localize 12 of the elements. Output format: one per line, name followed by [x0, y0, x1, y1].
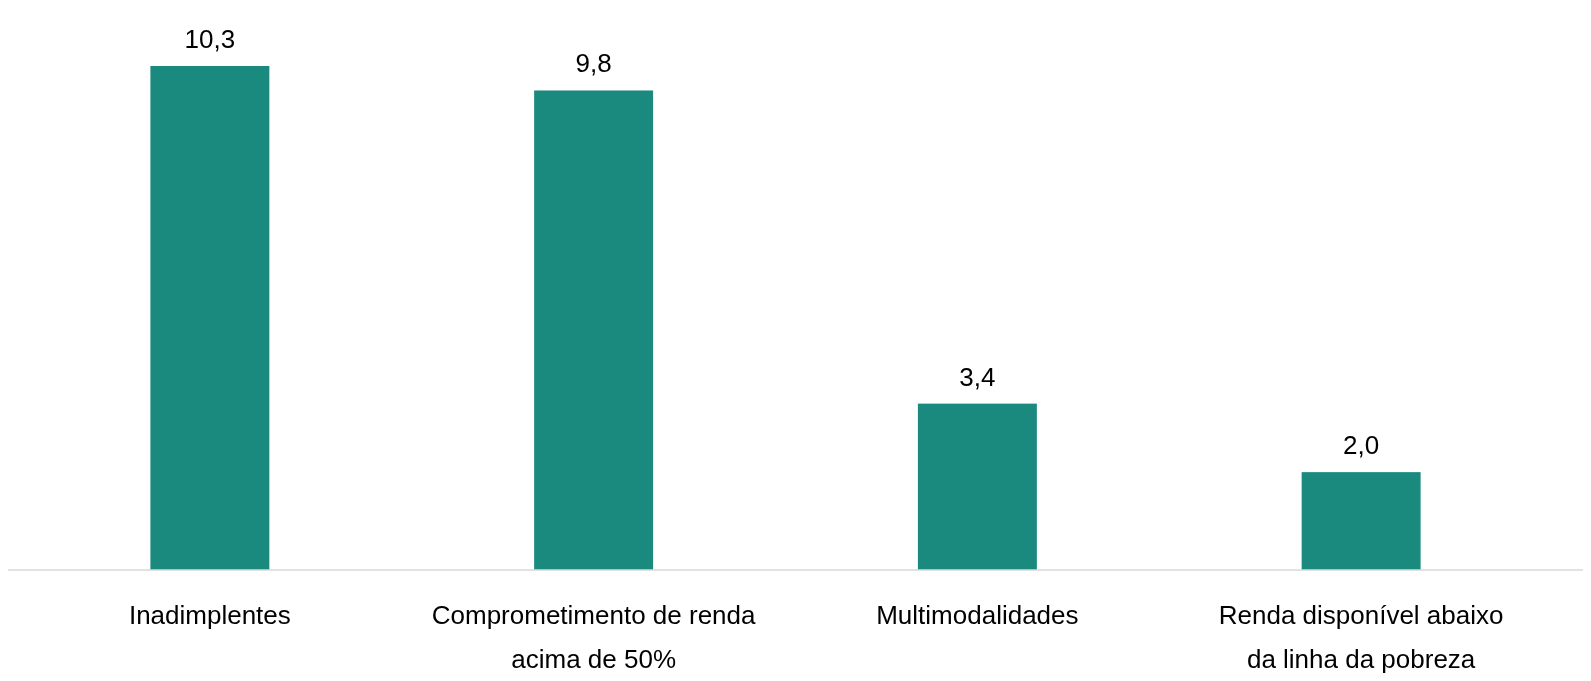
bar	[534, 90, 654, 570]
x-tick-label: Multimodalidades	[876, 600, 1079, 630]
data-label: 9,8	[575, 48, 612, 79]
data-label: 3,4	[959, 361, 996, 392]
x-tick-label: Inadimplentes	[128, 600, 291, 630]
x-tick-label: Renda disponível abaixo da linha da pobreza	[1218, 600, 1504, 674]
bar	[1301, 472, 1421, 570]
bar	[150, 66, 270, 570]
bar	[917, 403, 1037, 570]
data-label: 2,0	[1343, 430, 1380, 461]
data-label: 10,3	[184, 24, 236, 54]
x-tick-label: Comprometimento de renda acima de 50%	[431, 600, 757, 674]
